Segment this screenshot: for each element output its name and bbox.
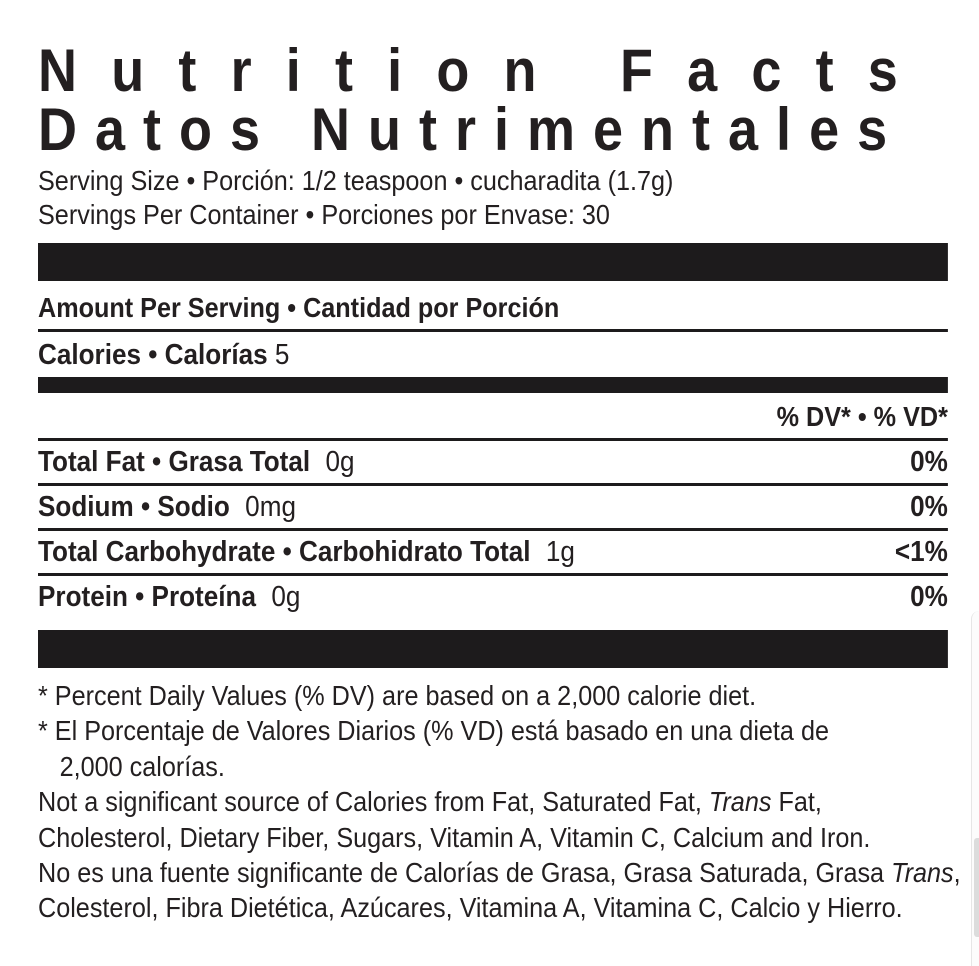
right-scrollbar-thumb[interactable] xyxy=(974,838,979,937)
nutrient-dv-value: 0% xyxy=(910,581,948,613)
divider-bar-top xyxy=(38,243,948,281)
nutrient-dv-value: 0% xyxy=(910,491,948,523)
footnote-percent-dv-spanish-line1: * El Porcentaje de Valores Diarios (% VD… xyxy=(38,715,829,747)
nutrient-name-amount: Sodium • Sodio 0mg xyxy=(38,491,296,524)
footnote-not-significant-english-line2: Cholesterol, Dietary Fiber, Sugars, Vita… xyxy=(38,821,871,853)
footnote-not-significant-english-line1: Not a significant source of Calories fro… xyxy=(38,786,822,818)
row-separator xyxy=(38,528,948,531)
nutrient-name-amount: Protein • Proteína 0g xyxy=(38,581,300,614)
nutrient-amount: 1g xyxy=(545,536,575,568)
row-separator xyxy=(38,483,948,486)
nutrient-name: Total Carbohydrate • Carbohidrato Total xyxy=(38,536,531,568)
nutrient-name: Total Fat • Grasa Total xyxy=(38,446,311,478)
calories-value: 5 xyxy=(274,339,290,371)
trans-word-italic: Trans xyxy=(891,857,954,889)
amount-per-serving-heading: Amount Per Serving • Cantidad por Porció… xyxy=(38,292,560,323)
servings-per-container-line: Servings Per Container • Porciones por E… xyxy=(38,199,610,230)
percent-daily-value-header: % DV* • % VD* xyxy=(776,401,948,432)
nutrient-name: Sodium • Sodio xyxy=(38,491,230,523)
serving-size-line: Serving Size • Porción: 1/2 teaspoon • c… xyxy=(38,165,674,196)
nutrient-amount: 0g xyxy=(271,581,301,613)
label-title-english: Nutrition Facts xyxy=(38,37,933,104)
trans-word-italic: Trans xyxy=(708,786,772,818)
nutrient-dv-value: <1% xyxy=(894,536,948,568)
nutrient-row-protein: Protein • Proteína 0g 0% xyxy=(38,576,948,618)
nutrient-row-total-carbohydrate: Total Carbohydrate • Carbohidrato Total … xyxy=(38,531,948,573)
rule-under-amount-per-serving xyxy=(38,329,948,332)
nutrient-dv-value: 0% xyxy=(910,446,948,478)
rule-under-dv-header xyxy=(38,438,948,441)
footnote-not-significant-spanish-line2: Colesterol, Fibra Dietética, Azúcares, V… xyxy=(38,892,903,924)
nutrient-amount: 0mg xyxy=(245,491,296,523)
divider-bar-bottom xyxy=(38,630,948,668)
nutrient-name-amount: Total Fat • Grasa Total 0g xyxy=(38,446,355,479)
adjacent-card-edge xyxy=(971,611,979,966)
nutrient-name: Protein • Proteína xyxy=(38,581,256,613)
footnote-not-significant-spanish-line1: No es una fuente significante de Caloría… xyxy=(38,857,961,889)
calories-row: Calories • Calorías 5 xyxy=(38,332,948,377)
nutrient-name-amount: Total Carbohydrate • Carbohidrato Total … xyxy=(38,536,575,569)
row-separator xyxy=(38,573,948,576)
nutrient-row-sodium: Sodium • Sodio 0mg 0% xyxy=(38,486,948,528)
nutrient-amount: 0g xyxy=(325,446,355,478)
label-content: Nutrition Facts Datos Nutrimentales Serv… xyxy=(38,0,961,926)
divider-bar-medium xyxy=(38,377,948,393)
nutrient-row-total-fat: Total Fat • Grasa Total 0g 0% xyxy=(38,441,948,483)
footnote-percent-dv-english: * Percent Daily Values (% DV) are based … xyxy=(38,680,757,711)
serving-info: Serving Size • Porción: 1/2 teaspoon • c… xyxy=(38,164,948,232)
label-title-spanish: Datos Nutrimentales xyxy=(38,96,906,163)
footnotes: * Percent Daily Values (% DV) are based … xyxy=(38,678,961,926)
footnote-percent-dv-spanish-line2: 2,000 calorías. xyxy=(59,750,225,782)
calories-label: Calories • Calorías xyxy=(38,339,268,371)
